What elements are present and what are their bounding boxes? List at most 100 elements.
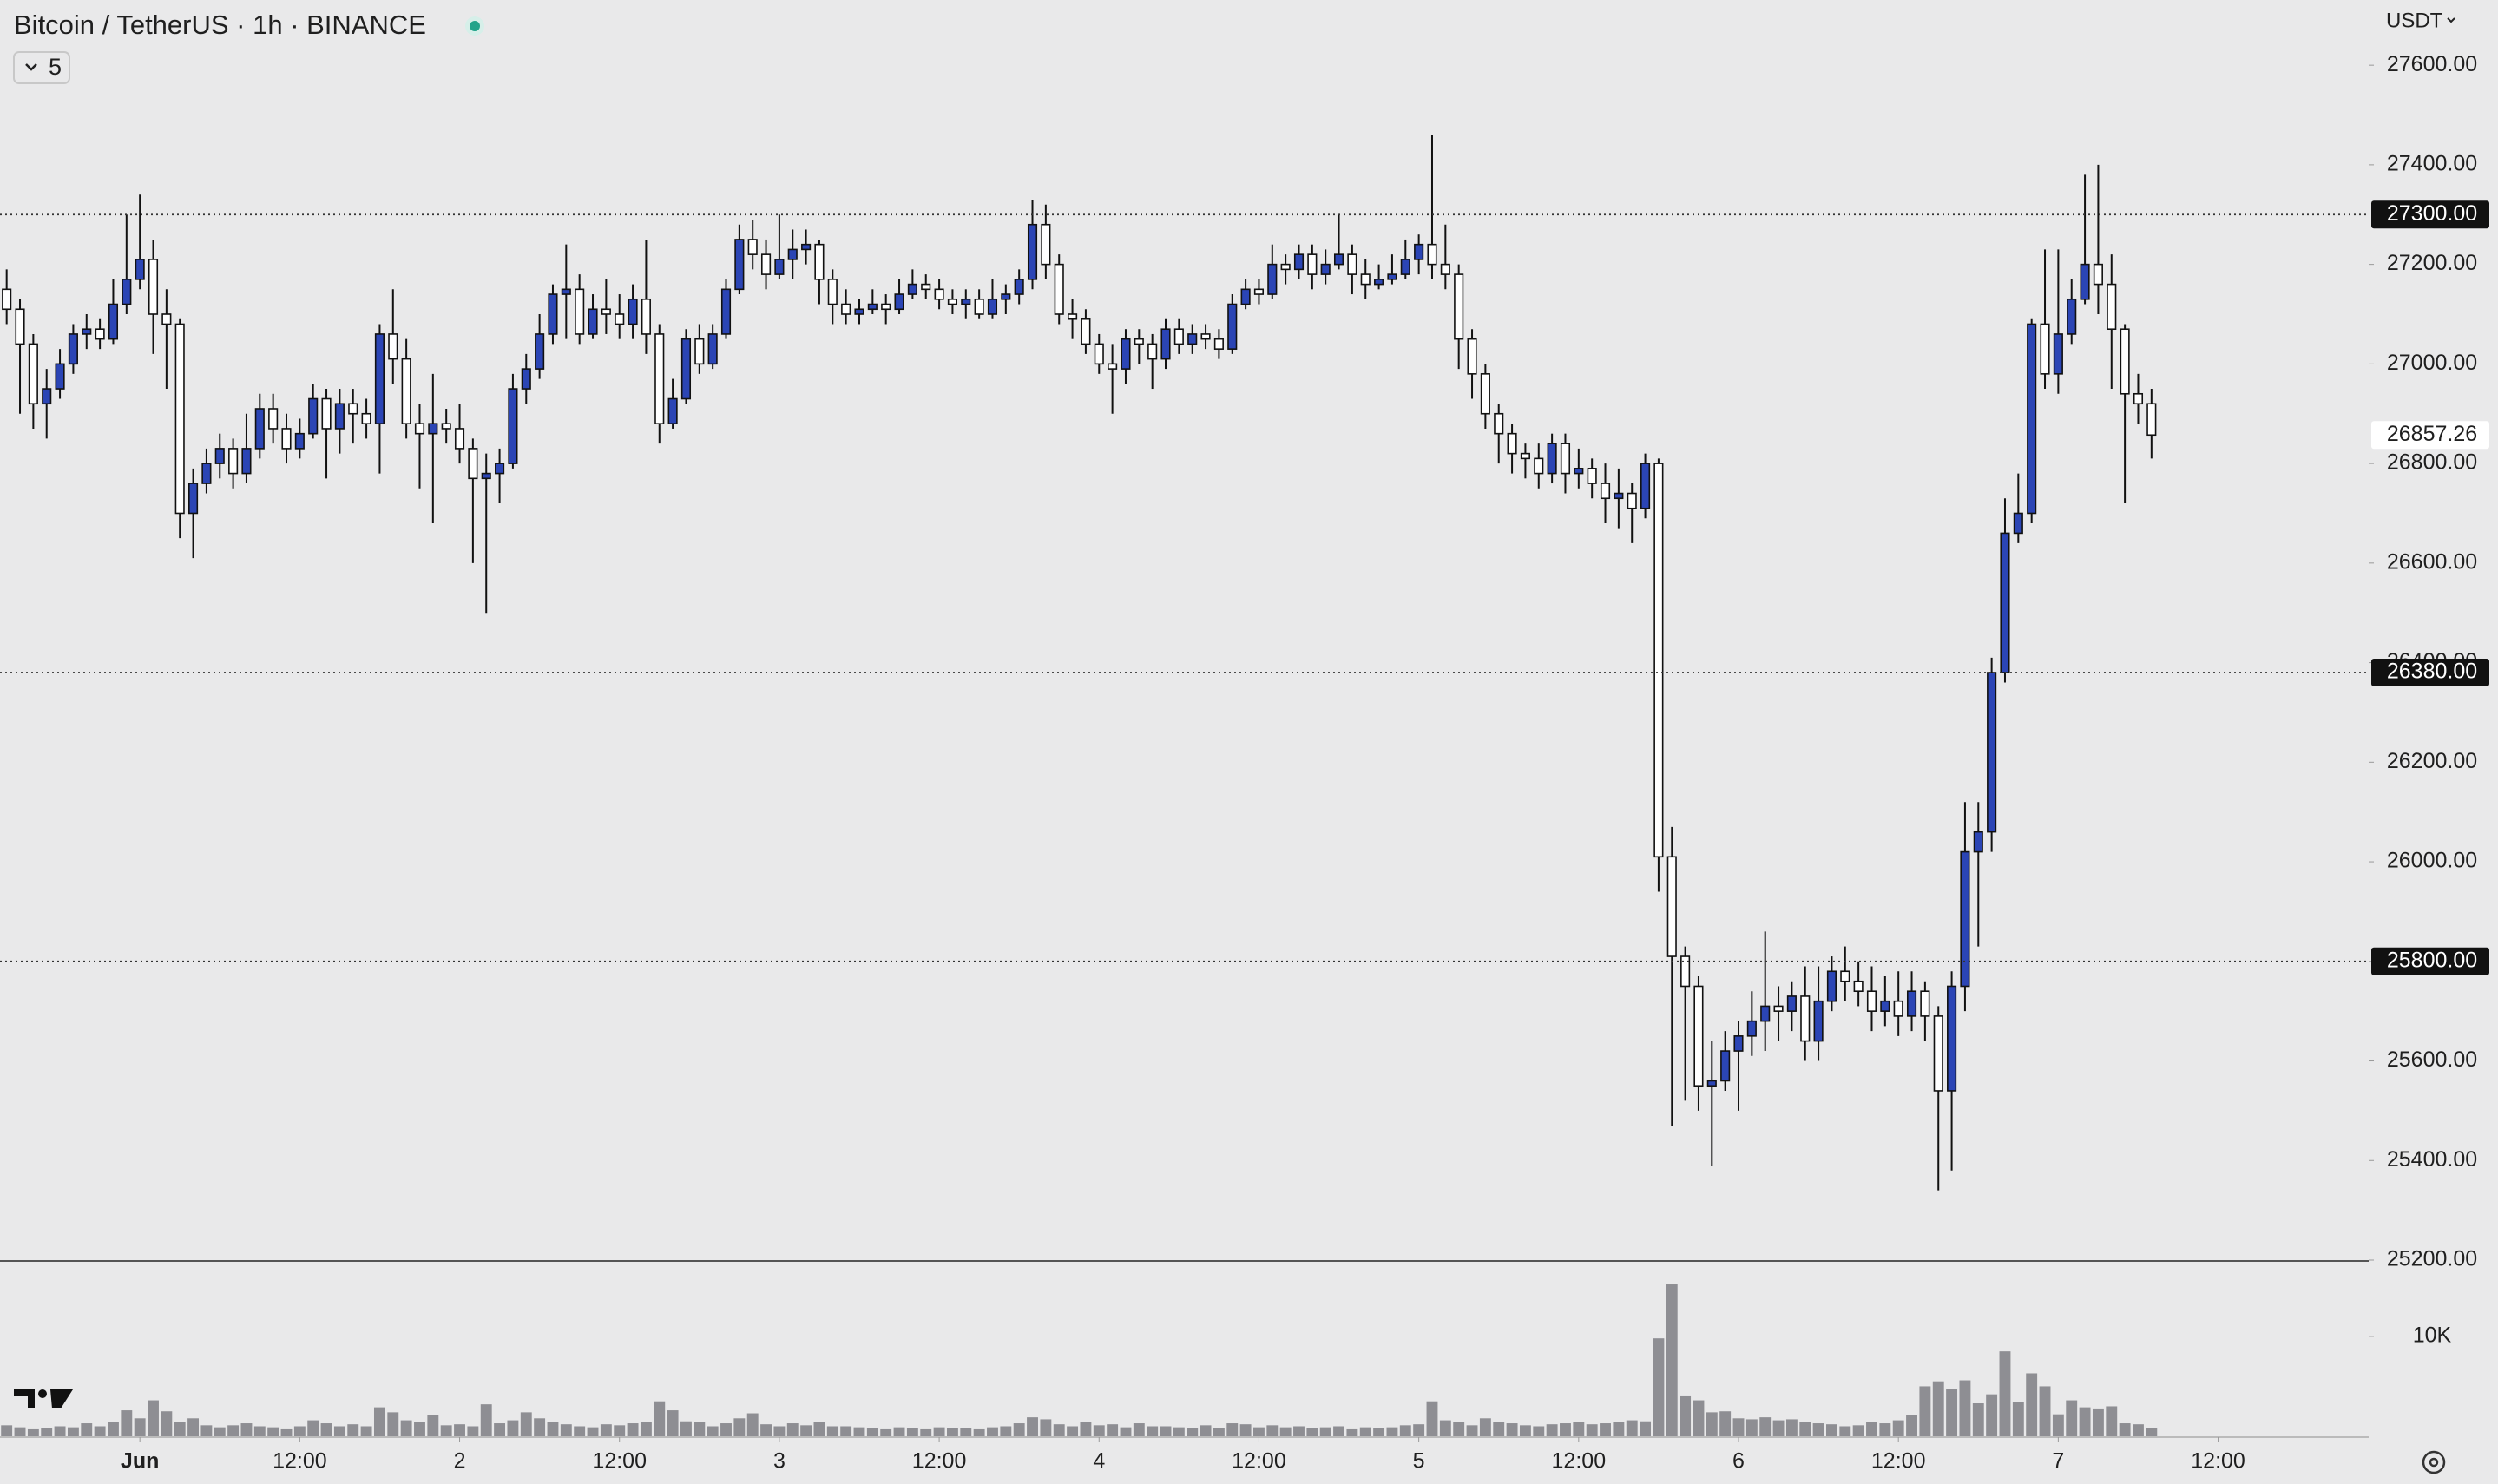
logo-part — [14, 1389, 35, 1408]
volume-bar — [1266, 1425, 1279, 1436]
volume-bar — [454, 1424, 465, 1436]
candle-body — [2080, 263, 2090, 300]
candle-body — [1480, 373, 1490, 415]
volume-bar — [813, 1422, 825, 1436]
volume-bar — [1133, 1423, 1145, 1436]
volume-bar — [2092, 1408, 2104, 1436]
volume-bar — [108, 1422, 119, 1436]
candle-body — [1454, 273, 1464, 340]
volume-bar — [1506, 1423, 1518, 1436]
candle-body — [1213, 338, 1224, 350]
gear-ring[interactable] — [2422, 1450, 2446, 1474]
volume-bar — [1533, 1426, 1545, 1436]
y-tick-label: 27600.00 — [2387, 52, 2477, 76]
candle-body — [1427, 243, 1437, 266]
volume-bar — [1013, 1423, 1025, 1436]
y-tick-label: 26800.00 — [2387, 450, 2477, 475]
volume-bar — [1200, 1425, 1212, 1436]
candle-body — [760, 253, 772, 275]
x-tick-label: 12:00 — [1232, 1449, 1286, 1474]
candle-body — [2013, 512, 2023, 535]
candle-body — [1108, 363, 1118, 370]
volume-bar — [1160, 1426, 1172, 1436]
candle-body — [1134, 338, 1144, 345]
volume-bar — [1719, 1411, 1732, 1436]
candle-body — [28, 343, 38, 405]
candle-body — [1866, 990, 1877, 1012]
candle-body — [2067, 298, 2077, 335]
volume-bar — [1346, 1428, 1358, 1436]
volume-bar — [880, 1428, 892, 1436]
candle-body — [321, 397, 332, 430]
candle-body — [1280, 263, 1291, 271]
candle-body — [82, 328, 92, 335]
candle-body — [1800, 995, 1811, 1042]
indicator-count[interactable]: 5 — [49, 54, 62, 80]
settings-icon[interactable] — [2422, 1450, 2446, 1474]
candle-body — [308, 397, 319, 435]
volume-bar — [1573, 1422, 1585, 1436]
volume-bar — [2119, 1423, 2131, 1436]
candle-body — [2000, 532, 2010, 673]
candle-body — [1933, 1015, 1943, 1092]
candle-body — [481, 472, 491, 480]
candle-body — [294, 432, 305, 450]
candle-body — [201, 463, 212, 484]
candle-body — [1267, 263, 1278, 295]
candle-body — [1001, 293, 1011, 300]
candle-body — [15, 308, 25, 345]
candle-body — [1320, 263, 1331, 275]
candle-body — [1853, 980, 1864, 993]
candle-body — [814, 243, 825, 280]
volume-bar — [1239, 1424, 1252, 1436]
volume-bar — [1426, 1401, 1438, 1436]
volume-bar — [373, 1407, 385, 1436]
indicator-toggle[interactable] — [13, 51, 70, 84]
volume-bar — [414, 1422, 425, 1436]
volume-bar — [240, 1423, 253, 1436]
volume-bar — [1413, 1424, 1425, 1436]
volume-bar — [2012, 1402, 2024, 1436]
x-tick-label: 2 — [454, 1449, 466, 1474]
volume-bar — [1053, 1424, 1065, 1436]
volume-bar — [1319, 1427, 1331, 1436]
x-tick-label: 12:00 — [2191, 1449, 2245, 1474]
candle-body — [934, 288, 944, 300]
volume-bar — [520, 1412, 532, 1436]
candle-body — [881, 303, 891, 311]
volume-bar — [1613, 1422, 1625, 1436]
candle-body — [1054, 263, 1064, 315]
candle-body — [508, 388, 518, 464]
volume-bar — [534, 1418, 546, 1436]
candle-body — [1147, 343, 1158, 360]
volume-bar — [614, 1425, 626, 1436]
volume-bar — [746, 1413, 759, 1436]
candle-body — [2133, 392, 2144, 405]
volume-bar — [1213, 1428, 1225, 1436]
candle-body — [1374, 279, 1384, 286]
volume-bar — [54, 1426, 66, 1436]
volume-bar — [2079, 1407, 2091, 1436]
candle-body — [1121, 338, 1131, 370]
volume-bar — [94, 1426, 106, 1436]
candle-body — [95, 328, 105, 340]
gear-hub[interactable] — [2429, 1457, 2439, 1468]
volume-bar — [187, 1418, 200, 1436]
candle-body — [1520, 452, 1530, 460]
volume-bar — [826, 1426, 838, 1436]
volume-bar — [866, 1428, 878, 1436]
volume-bar — [253, 1426, 266, 1436]
volume-bar — [494, 1423, 506, 1436]
volume-bar — [1866, 1422, 1877, 1436]
candle-body — [1173, 328, 1184, 345]
volume-bar — [946, 1428, 958, 1436]
volume-bar — [1399, 1425, 1411, 1436]
volume-bar — [81, 1423, 93, 1436]
candle-body — [1347, 253, 1357, 275]
volume-bar — [121, 1410, 133, 1436]
volume-bar — [1626, 1420, 1638, 1436]
currency-menu[interactable]: USDT — [2386, 9, 2443, 32]
candle-body — [867, 303, 878, 311]
x-tick-label: 4 — [1093, 1449, 1105, 1474]
tv-logo — [14, 1389, 73, 1408]
